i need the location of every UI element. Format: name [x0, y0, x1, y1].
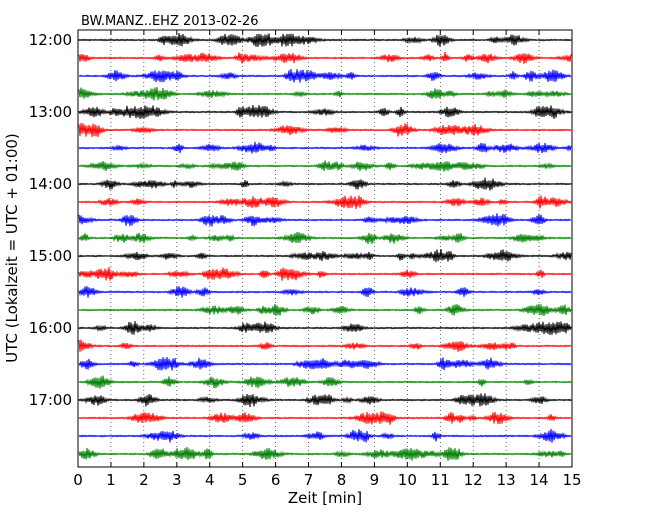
y-tick-label: 13:00	[29, 103, 72, 121]
x-tick-label: 9	[370, 471, 380, 489]
trace-1330	[78, 141, 572, 154]
x-tick-label: 12	[464, 471, 483, 489]
plot-frame	[77, 29, 573, 468]
x-axis-ticks: 0 1 2 3 4 5 6 7 8 9 10 11 12 13 14 15	[73, 30, 582, 489]
trace-1445	[78, 232, 572, 245]
vertical-grid	[110, 30, 540, 467]
chart-title: BW.MANZ..EHZ 2013-02-26	[81, 14, 259, 29]
y-tick-label: 16:00	[29, 319, 72, 337]
y-axis-label: UTC (Lokalzeit = UTC + 01:00)	[3, 133, 21, 363]
trace-1715	[78, 411, 572, 425]
trace-1530	[78, 286, 572, 298]
x-axis-label: Zeit [min]	[288, 489, 362, 507]
y-tick-label: 17:00	[29, 391, 72, 409]
trace-1700	[78, 393, 572, 407]
trace-1630	[78, 356, 572, 371]
x-tick-label: 4	[205, 471, 215, 489]
trace-1300	[78, 104, 572, 119]
trace-1315	[78, 123, 572, 138]
trace-1745	[78, 446, 572, 461]
y-axis-ticks: 12:00 13:00 14:00 15:00 16:00 17:00	[29, 31, 572, 409]
trace-1645	[78, 375, 572, 389]
trace-1400	[78, 177, 572, 191]
x-tick-label: 15	[562, 471, 581, 489]
x-tick-label: 0	[73, 471, 83, 489]
x-tick-label: 14	[530, 471, 549, 489]
trace-1545	[78, 303, 572, 316]
y-tick-label: 15:00	[29, 247, 72, 265]
x-tick-label: 11	[431, 471, 450, 489]
x-tick-label: 7	[304, 471, 314, 489]
y-tick-label: 14:00	[29, 175, 72, 193]
trace-1515	[78, 267, 572, 281]
y-tick-label: 12:00	[29, 31, 72, 49]
trace-1415	[78, 195, 572, 210]
x-tick-label: 3	[172, 471, 182, 489]
trace-1600	[78, 321, 572, 335]
trace-1430	[78, 213, 572, 227]
x-tick-label: 5	[238, 471, 248, 489]
x-tick-label: 1	[106, 471, 116, 489]
x-tick-label: 6	[271, 471, 281, 489]
trace-1615	[78, 339, 572, 352]
x-tick-label: 10	[398, 471, 417, 489]
x-tick-label: 8	[337, 471, 347, 489]
traces	[78, 33, 572, 461]
x-tick-label: 2	[139, 471, 149, 489]
trace-1200	[78, 33, 572, 48]
trace-1345	[78, 160, 572, 172]
trace-1230	[78, 68, 572, 83]
trace-1500	[78, 248, 572, 263]
trace-1730	[78, 428, 572, 443]
trace-1245	[78, 87, 572, 101]
x-tick-label: 13	[497, 471, 516, 489]
trace-1215	[78, 51, 572, 64]
